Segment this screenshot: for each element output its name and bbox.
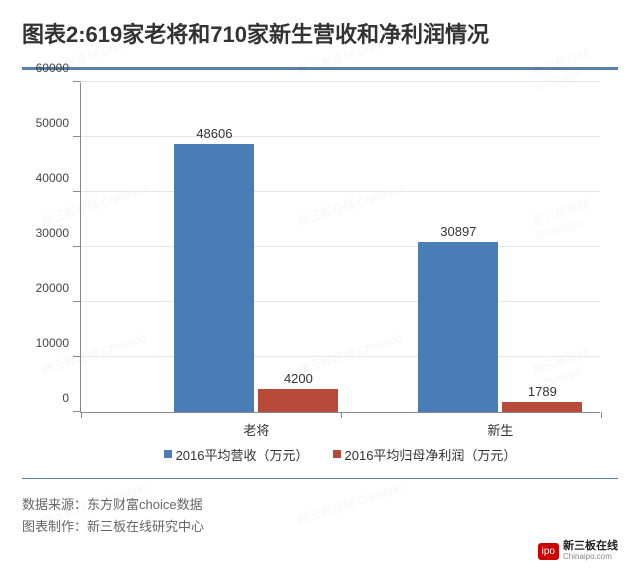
brand-text-cn: 新三板在线 <box>563 541 618 553</box>
gridline <box>81 136 600 137</box>
y-tick <box>73 246 81 247</box>
y-tick <box>73 411 81 412</box>
bar-group: 30897 1789 <box>418 242 582 412</box>
data-source: 数据来源：东方财富choice数据 <box>22 494 618 516</box>
y-axis-label: 60000 <box>36 61 81 75</box>
y-tick <box>73 191 81 192</box>
brand-text-en: Chinaipo.com <box>563 553 618 561</box>
bar-value-label: 30897 <box>440 224 476 239</box>
bar-value-label: 4200 <box>284 371 313 386</box>
legend-label: 2016平均归母净利润（万元） <box>345 445 517 464</box>
legend-label: 2016平均营收（万元） <box>176 445 309 464</box>
legend-item: 2016平均营收（万元） <box>164 445 309 464</box>
bar-value-label: 48606 <box>196 126 232 141</box>
chart-producer: 图表制作：新三板在线研究中心 <box>22 516 618 538</box>
title-divider <box>22 67 618 70</box>
y-tick <box>73 356 81 357</box>
x-axis-label: 老将 <box>243 412 269 439</box>
legend-item: 2016平均归母净利润（万元） <box>333 445 517 464</box>
bar: 30897 <box>418 242 498 412</box>
brand-badge: ipo <box>538 543 559 560</box>
bar-value-label: 1789 <box>528 384 557 399</box>
bar-chart: 0100002000030000400005000060000486064200… <box>80 83 600 413</box>
footer-divider <box>22 478 618 479</box>
y-axis-label: 20000 <box>36 281 81 295</box>
gridline <box>81 191 600 192</box>
x-tick <box>601 412 602 418</box>
bar-group: 486064200 <box>174 144 338 411</box>
brand-logo: ipo 新三板在线 Chinaipo.com <box>538 541 618 561</box>
chart-title: 图表2:619家老将和710家新生营收和净利润情况 <box>22 20 618 51</box>
bar: 4200 <box>258 389 338 412</box>
x-axis-label: 新生 <box>487 412 513 439</box>
bar: 48606 <box>174 144 254 411</box>
y-tick <box>73 81 81 82</box>
gridline <box>81 81 600 82</box>
y-tick <box>73 136 81 137</box>
legend-swatch <box>164 450 172 458</box>
y-tick <box>73 301 81 302</box>
y-axis-label: 50000 <box>36 116 81 130</box>
y-axis-label: 40000 <box>36 171 81 185</box>
x-tick <box>341 412 342 418</box>
y-axis-label: 30000 <box>36 226 81 240</box>
y-axis-label: 10000 <box>36 336 81 350</box>
bar: 1789 <box>502 402 582 412</box>
x-tick <box>81 412 82 418</box>
brand-text: 新三板在线 Chinaipo.com <box>563 541 618 561</box>
y-axis-label: 0 <box>62 391 81 405</box>
chart-legend: 2016平均营收（万元） 2016平均归母净利润（万元） <box>80 445 600 464</box>
legend-swatch <box>333 450 341 458</box>
